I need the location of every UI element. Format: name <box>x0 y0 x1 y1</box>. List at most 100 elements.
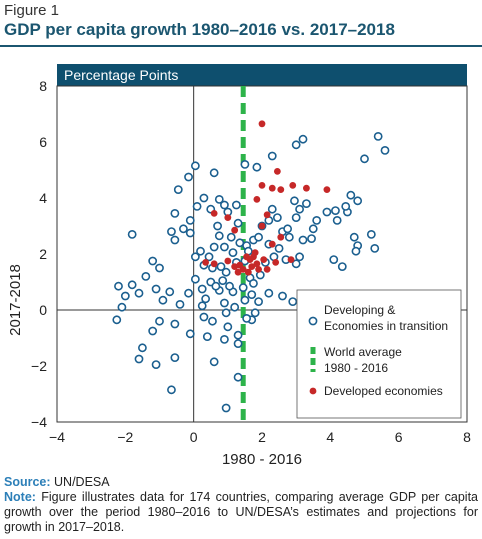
developing-point <box>298 134 308 144</box>
developing-point <box>272 213 282 222</box>
developing-point <box>120 291 130 301</box>
developing-point <box>264 288 274 298</box>
legend-developing-label: Developing & Economies in transition <box>324 303 448 333</box>
developed-point <box>243 253 251 261</box>
developing-point <box>158 295 168 305</box>
developing-point <box>349 232 359 242</box>
developing-point <box>360 154 369 164</box>
x-tick-label: 8 <box>463 429 471 445</box>
developing-point <box>155 316 164 326</box>
developing-point <box>155 263 164 273</box>
note-text: Figure illustrates data for 174 countrie… <box>4 490 478 534</box>
developed-point <box>210 210 218 217</box>
developed-point <box>251 249 259 256</box>
developing-point <box>134 354 144 364</box>
y-tick-label: 0 <box>39 302 47 318</box>
legend-box <box>296 289 462 419</box>
developing-point <box>226 232 236 242</box>
developing-point <box>151 284 161 294</box>
developing-point <box>254 232 263 242</box>
developing-point <box>214 231 224 241</box>
developing-point <box>240 295 250 305</box>
x-tick-label: −2 <box>117 429 133 445</box>
developing-point <box>218 276 228 285</box>
developing-point <box>170 208 180 218</box>
x-tick-label: −4 <box>49 429 65 445</box>
developed-point <box>277 233 285 241</box>
developing-point <box>220 334 229 344</box>
developing-point <box>151 360 161 369</box>
developed-point <box>255 266 262 273</box>
scatter-chart: Percentage Points −4 −2 0 2 4 6 8 −4 −2 0 2 4 6 8 De… <box>7 64 471 468</box>
developing-point <box>233 339 243 348</box>
developing-point <box>216 262 226 271</box>
developed-point <box>268 240 276 248</box>
developed-point <box>268 184 276 192</box>
developing-point <box>238 283 248 292</box>
developing-point <box>247 290 257 299</box>
developed-point <box>258 222 266 230</box>
developed-point <box>272 259 280 266</box>
developing-point <box>242 313 252 323</box>
developing-point <box>197 284 207 294</box>
developing-point <box>284 232 294 242</box>
developed-point <box>323 186 331 194</box>
figure-label: Figure 1 <box>4 2 60 19</box>
y-tick-label: 8 <box>39 78 47 94</box>
legend-developed-label: Developed economies <box>324 384 443 398</box>
developing-point <box>291 213 301 222</box>
developing-point <box>283 224 293 234</box>
developing-point <box>223 322 233 332</box>
developed-point <box>258 120 266 128</box>
developing-point <box>233 218 243 228</box>
legend-world-label: World average 1980 - 2016 <box>324 345 405 375</box>
developing-point <box>228 248 238 257</box>
developing-point <box>307 234 316 243</box>
developed-point <box>287 256 295 263</box>
source-text: UN/DESA <box>50 475 110 489</box>
developing-point <box>170 353 180 362</box>
developing-point <box>346 190 356 200</box>
developing-point <box>267 151 277 161</box>
developing-point <box>221 308 231 318</box>
developing-point <box>322 207 332 217</box>
developed-point <box>260 256 268 263</box>
developing-point <box>170 319 180 329</box>
developed-point <box>231 263 239 270</box>
developing-point <box>295 252 304 262</box>
developing-point <box>117 302 127 312</box>
developing-point <box>312 215 322 225</box>
developing-point <box>220 200 229 210</box>
developed-point <box>236 261 244 269</box>
developing-point <box>165 287 175 297</box>
developing-point <box>295 204 304 214</box>
developing-point <box>213 221 222 231</box>
y-tick-label: 6 <box>39 134 47 150</box>
developing-point <box>134 288 144 298</box>
developing-point <box>233 372 243 382</box>
developing-point <box>197 301 207 311</box>
legend: Developing & Economies in transition Wor… <box>296 289 462 419</box>
developed-point <box>202 259 210 266</box>
developing-point <box>329 255 339 264</box>
y-axis-label: 2017-2018 <box>7 264 24 336</box>
developing-point <box>353 196 363 206</box>
developing-point <box>190 274 200 284</box>
developing-point <box>209 242 219 252</box>
developing-point <box>302 199 311 208</box>
developing-point <box>351 246 361 256</box>
y-tick-label: 4 <box>39 190 47 206</box>
developing-point <box>291 140 301 150</box>
developed-point <box>263 266 271 273</box>
developing-point <box>337 262 347 271</box>
figure-title: GDP per capita growth 1980–2016 vs. 2017… <box>4 20 395 39</box>
plot-area <box>56 85 468 423</box>
developing-point <box>185 329 195 339</box>
developed-point <box>244 268 252 276</box>
developing-point <box>201 294 211 304</box>
developing-point <box>298 235 308 245</box>
developing-point <box>278 291 287 301</box>
developing-point <box>196 246 205 256</box>
developed-point <box>303 184 310 192</box>
developing-point <box>185 228 195 238</box>
